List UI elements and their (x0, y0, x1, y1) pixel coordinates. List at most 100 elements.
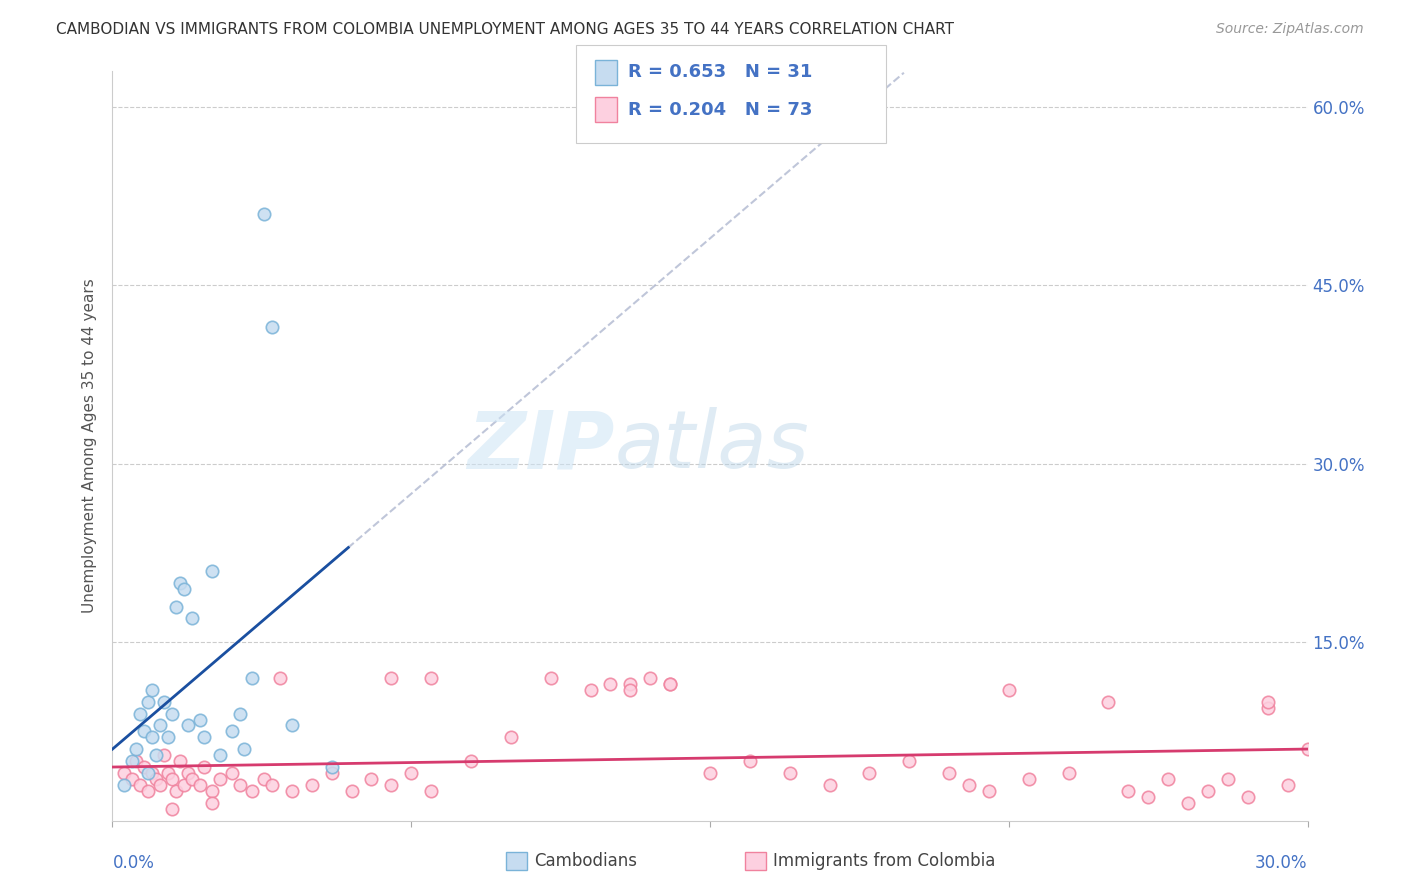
Point (209, 748, 232, 763)
Point (173, 778, 195, 792)
Point (1157, 772, 1180, 786)
Point (138, 695, 160, 709)
Point (141, 682, 163, 697)
Point (1197, 784, 1219, 798)
Point (162, 802, 183, 816)
Point (240, 784, 263, 798)
Point (153, 748, 176, 763)
Text: Immigrants from Colombia: Immigrants from Colombia (773, 852, 995, 870)
Point (1296, 742, 1319, 756)
Point (499, 731, 522, 745)
Point (165, 784, 187, 798)
Point (420, 784, 443, 798)
Point (619, 682, 641, 697)
Point (1277, 778, 1299, 792)
Point (221, 766, 243, 780)
Point (129, 706, 152, 721)
Point (779, 766, 801, 780)
Point (380, 671, 402, 685)
Point (281, 784, 304, 798)
Point (977, 784, 1000, 798)
Point (193, 731, 215, 745)
Point (938, 766, 960, 780)
Point (1257, 695, 1279, 709)
Point (177, 718, 200, 732)
Point (240, 671, 263, 685)
Point (134, 724, 156, 739)
Point (957, 778, 980, 792)
Point (157, 766, 180, 780)
Point (125, 754, 148, 768)
Point (738, 754, 761, 768)
Point (173, 582, 195, 596)
Point (193, 760, 215, 774)
Point (253, 207, 276, 221)
Point (149, 778, 172, 792)
Point (301, 778, 323, 792)
Point (201, 564, 224, 578)
Point (1097, 695, 1119, 709)
Point (141, 731, 163, 745)
Point (898, 754, 921, 768)
Point (188, 713, 211, 727)
Point (181, 611, 204, 625)
Point (401, 766, 423, 780)
Point (201, 784, 224, 798)
Point (1257, 700, 1279, 714)
Point (121, 772, 143, 786)
Point (221, 724, 243, 739)
Point (153, 695, 176, 709)
Point (699, 766, 721, 780)
Point (134, 760, 156, 774)
Point (1177, 796, 1199, 810)
Point (125, 742, 148, 756)
Point (162, 706, 183, 721)
Point (818, 778, 841, 792)
Point (998, 682, 1021, 697)
Text: 30.0%: 30.0% (1256, 855, 1308, 872)
Point (145, 748, 167, 763)
Point (1216, 772, 1239, 786)
Point (162, 772, 183, 786)
Point (1018, 772, 1040, 786)
Point (619, 677, 641, 691)
Point (149, 718, 172, 732)
Point (540, 671, 562, 685)
Y-axis label: Unemployment Among Ages 35 to 44 years: Unemployment Among Ages 35 to 44 years (82, 278, 97, 614)
Point (229, 778, 252, 792)
Point (169, 754, 191, 768)
Point (229, 706, 252, 721)
Point (640, 671, 662, 685)
Point (145, 772, 167, 786)
Point (188, 778, 211, 792)
Point (659, 677, 682, 691)
Text: 0.0%: 0.0% (112, 855, 155, 872)
Point (599, 677, 621, 691)
Text: Source: ZipAtlas.com: Source: ZipAtlas.com (1216, 22, 1364, 37)
Point (321, 766, 343, 780)
Point (253, 772, 276, 786)
Point (360, 772, 382, 786)
Point (233, 742, 256, 756)
Point (201, 796, 224, 810)
Point (281, 718, 304, 732)
Point (1057, 766, 1080, 780)
Point (260, 320, 283, 334)
Point (340, 784, 363, 798)
Point (114, 766, 135, 780)
Point (114, 778, 135, 792)
Point (269, 671, 291, 685)
Text: ZIP: ZIP (467, 407, 614, 485)
Point (260, 778, 283, 792)
Point (460, 754, 482, 768)
Point (138, 784, 160, 798)
Text: CAMBODIAN VS IMMIGRANTS FROM COLOMBIA UNEMPLOYMENT AMONG AGES 35 TO 44 YEARS COR: CAMBODIAN VS IMMIGRANTS FROM COLOMBIA UN… (56, 22, 955, 37)
Text: R = 0.653   N = 31: R = 0.653 N = 31 (628, 63, 813, 81)
Point (157, 731, 180, 745)
Text: Cambodians: Cambodians (534, 852, 637, 870)
Point (321, 760, 343, 774)
Point (420, 671, 443, 685)
Point (141, 766, 163, 780)
Text: R = 0.204   N = 73: R = 0.204 N = 73 (628, 101, 813, 119)
Point (138, 766, 160, 780)
